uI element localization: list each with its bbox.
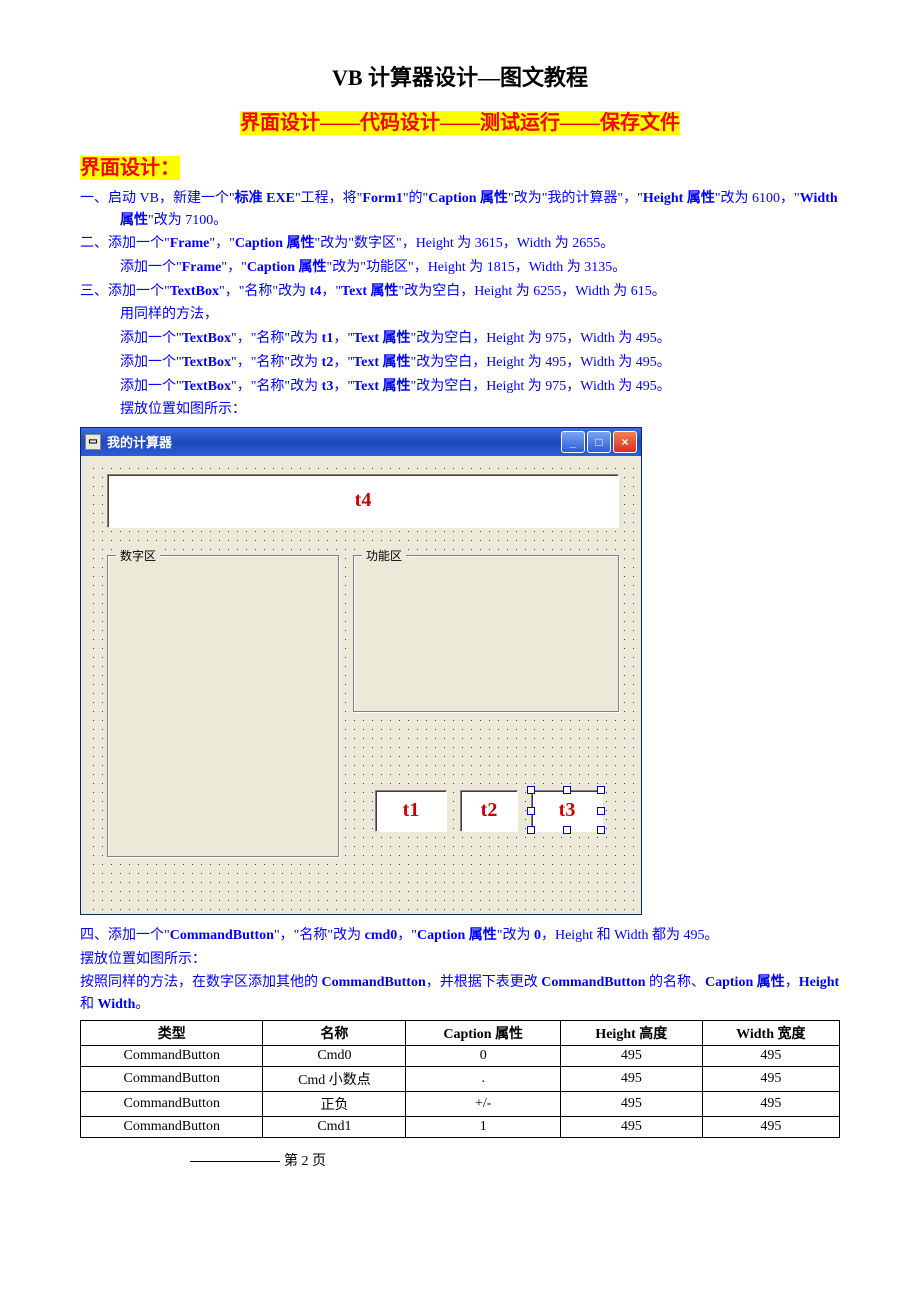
table-row: CommandButtonCmd11495495 — [81, 1116, 840, 1137]
section-head: 界面设计： — [80, 151, 840, 180]
textbox-t3-selected: t3 — [531, 790, 601, 830]
table-row: CommandButtonCmd 小数点.495495 — [81, 1066, 840, 1091]
table-row: CommandButton正负+/-495495 — [81, 1091, 840, 1116]
sel-handle-ne — [597, 786, 605, 794]
table-cell: 495 — [702, 1116, 839, 1137]
th-width: Width 宽度 — [702, 1020, 839, 1045]
step-3-t3: 添加一个"TextBox"，"名称"改为 t3，"Text 属性"改为空白，He… — [80, 376, 840, 398]
table-header-row: 类型 名称 Caption 属性 Height 高度 Width 宽度 — [81, 1020, 840, 1045]
th-type: 类型 — [81, 1020, 263, 1045]
step-3-pos: 摆放位置如图所示： — [80, 399, 840, 421]
step-4: 四、添加一个"CommandButton"，"名称"改为 cmd0，"Capti… — [80, 925, 840, 947]
sel-handle-e — [597, 807, 605, 815]
frame-func: 功能区 — [353, 555, 619, 712]
sel-handle-s — [563, 826, 571, 834]
step-3-t1: 添加一个"TextBox"，"名称"改为 t1，"Text 属性"改为空白，He… — [80, 328, 840, 350]
table-cell: 正负 — [263, 1091, 406, 1116]
table-cell: . — [406, 1066, 561, 1091]
step-4-pos: 摆放位置如图所示： — [80, 949, 840, 971]
frame-digit: 数字区 — [107, 555, 339, 857]
step-3-line1: 三、添加一个"TextBox"，"名称"改为 t4，"Text 属性"改为空白，… — [80, 281, 840, 303]
minimize-icon: _ — [561, 431, 585, 453]
table-cell: +/- — [406, 1091, 561, 1116]
close-icon: × — [613, 431, 637, 453]
frame-digit-label: 数字区 — [116, 547, 160, 564]
page-footer: 第 2 页 — [80, 1150, 840, 1170]
vb-window: ▭ 我的计算器 _ □ × t4 数字区 功能区 t1 t2 t3 — [80, 427, 642, 915]
table-cell: 0 — [406, 1045, 561, 1066]
form-icon: ▭ — [85, 434, 101, 450]
th-name: 名称 — [263, 1020, 406, 1045]
vb-window-title: 我的计算器 — [107, 432, 172, 451]
sel-handle-w — [527, 807, 535, 815]
textbox-t2: t2 — [460, 790, 518, 832]
table-cell: 495 — [702, 1045, 839, 1066]
maximize-icon: □ — [587, 431, 611, 453]
table-cell: 495 — [561, 1066, 703, 1091]
step-5: 按照同样的方法，在数字区添加其他的 CommandButton，并根据下表更改 … — [80, 972, 840, 1015]
vb-form-canvas: t4 数字区 功能区 t1 t2 t3 — [85, 460, 637, 910]
table-cell: Cmd1 — [263, 1116, 406, 1137]
sel-handle-sw — [527, 826, 535, 834]
table-cell: CommandButton — [81, 1116, 263, 1137]
step-3-t2: 添加一个"TextBox"，"名称"改为 t2，"Text 属性"改为空白，He… — [80, 352, 840, 374]
vb-titlebar: ▭ 我的计算器 _ □ × — [81, 428, 641, 456]
sel-handle-n — [563, 786, 571, 794]
table-cell: Cmd 小数点 — [263, 1066, 406, 1091]
step-2-line2: 添加一个"Frame"，"Caption 属性"改为"功能区"，Height 为… — [80, 257, 840, 279]
sel-handle-se — [597, 826, 605, 834]
textbox-t4: t4 — [107, 474, 619, 528]
page-title: VB 计算器设计—图文教程 — [80, 60, 840, 92]
table-cell: CommandButton — [81, 1091, 263, 1116]
table-cell: Cmd0 — [263, 1045, 406, 1066]
table-cell: 495 — [561, 1091, 703, 1116]
step-2-line1: 二、添加一个"Frame"，"Caption 属性"改为"数字区"，Height… — [80, 233, 840, 255]
frame-func-label: 功能区 — [362, 547, 406, 564]
table-cell: 1 — [406, 1116, 561, 1137]
sel-handle-nw — [527, 786, 535, 794]
page-subtitle: 界面设计——代码设计——测试运行——保存文件 — [80, 106, 840, 135]
th-caption: Caption 属性 — [406, 1020, 561, 1045]
textbox-t1: t1 — [375, 790, 447, 832]
table-cell: CommandButton — [81, 1045, 263, 1066]
window-controls: _ □ × — [561, 431, 637, 453]
step-1: 一、启动 VB，新建一个"标准 EXE"工程，将"Form1"的"Caption… — [80, 188, 840, 231]
th-height: Height 高度 — [561, 1020, 703, 1045]
table-cell: 495 — [702, 1066, 839, 1091]
table-cell: CommandButton — [81, 1066, 263, 1091]
table-cell: 495 — [561, 1116, 703, 1137]
step-3-sub: 用同样的方法， — [80, 304, 840, 326]
table-cell: 495 — [561, 1045, 703, 1066]
table-row: CommandButtonCmd00495495 — [81, 1045, 840, 1066]
command-table: 类型 名称 Caption 属性 Height 高度 Width 宽度 Comm… — [80, 1020, 840, 1138]
table-cell: 495 — [702, 1091, 839, 1116]
